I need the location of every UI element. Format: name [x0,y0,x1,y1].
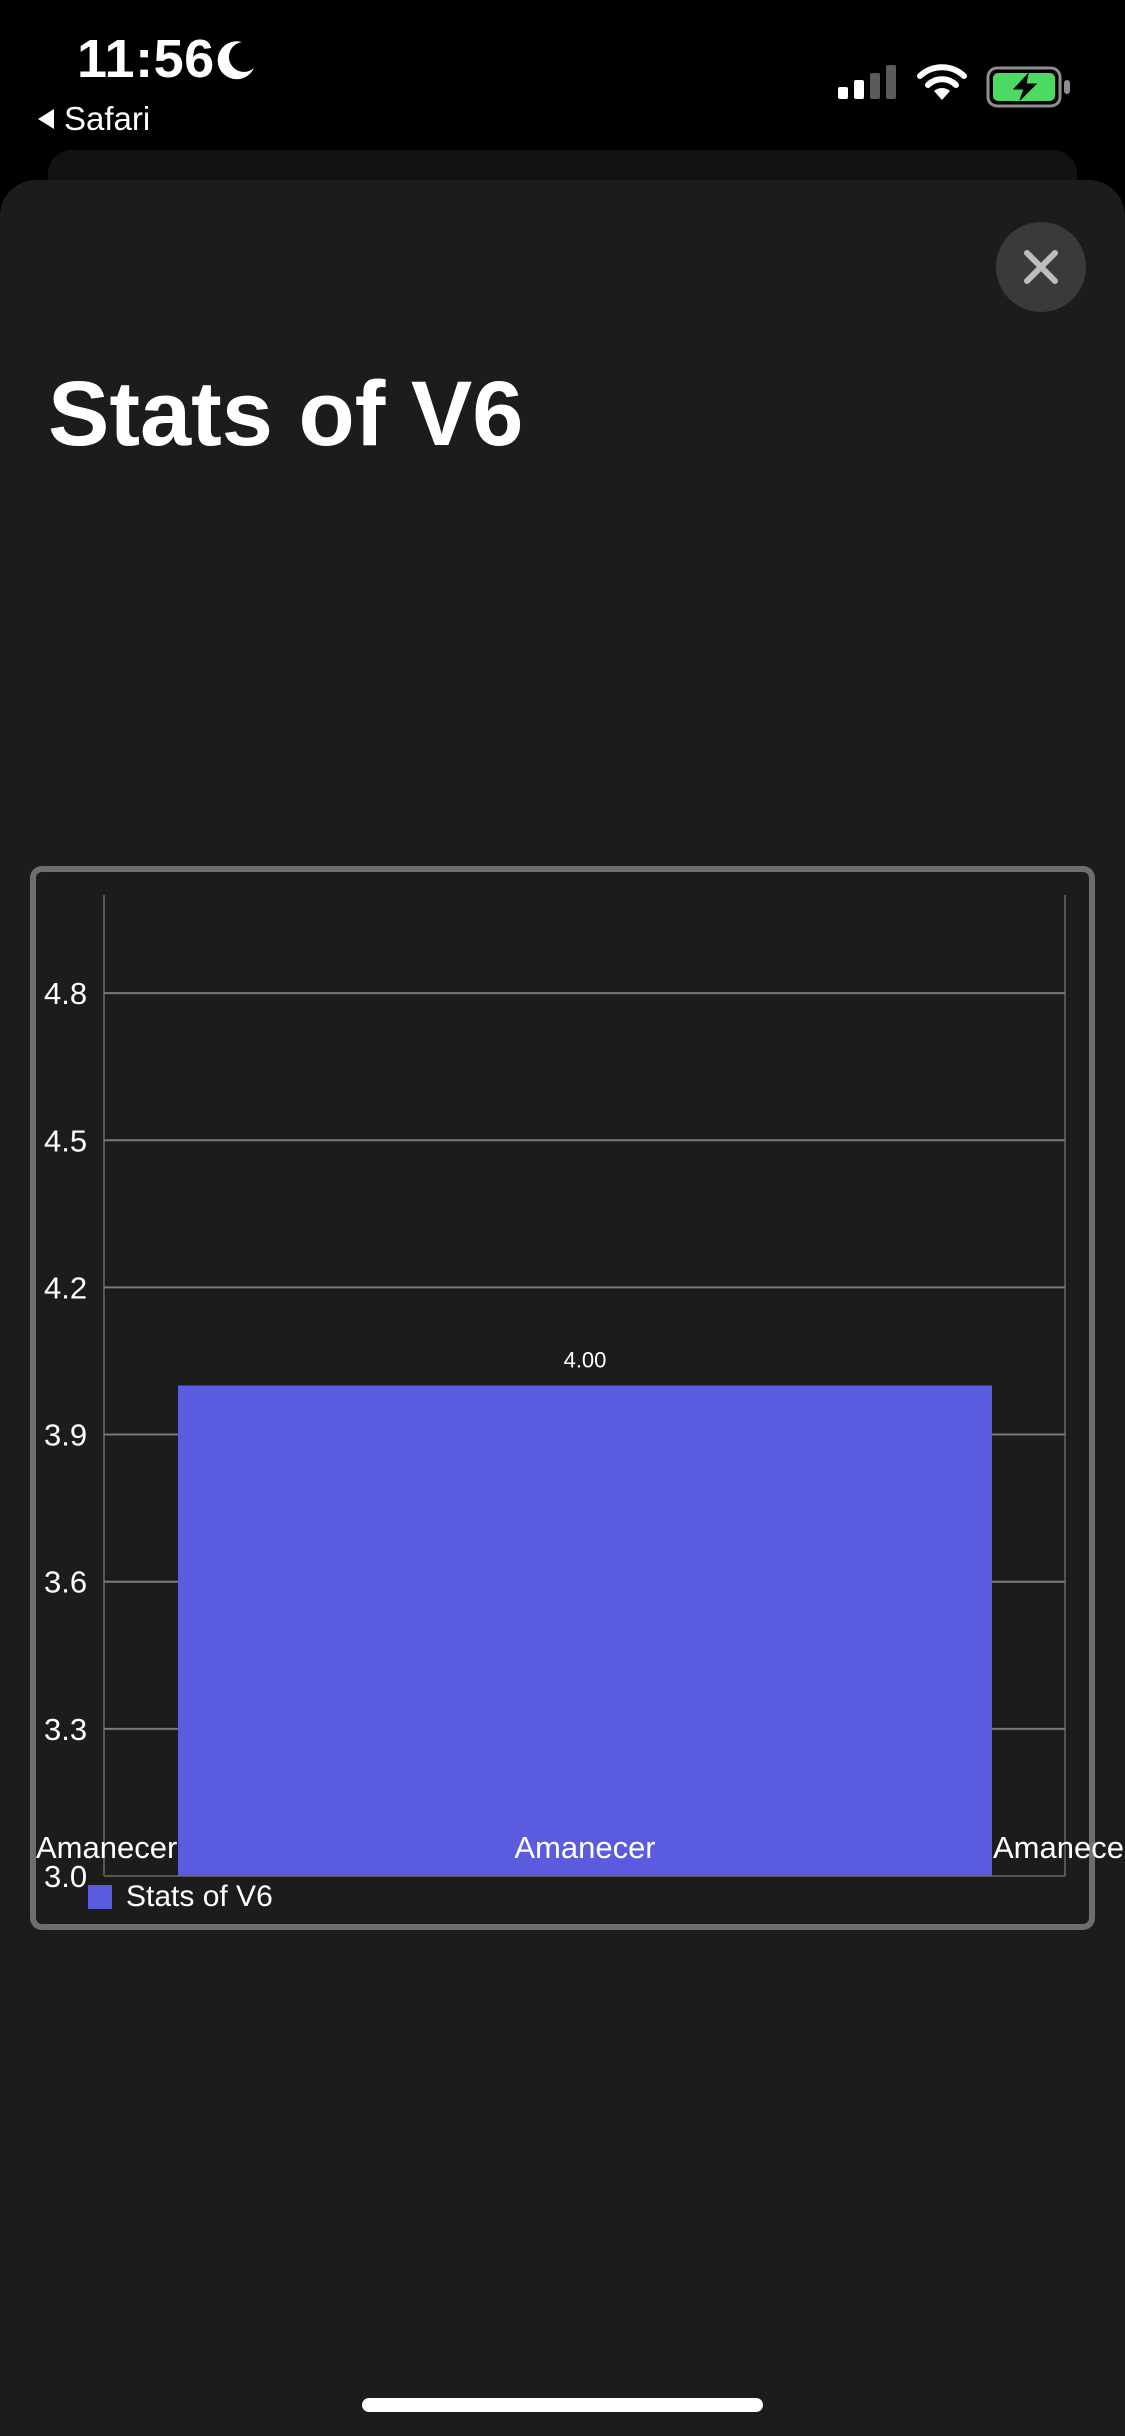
close-button[interactable] [996,222,1086,312]
signal-icon [838,65,896,99]
y-tick-label: 3.3 [44,1712,87,1747]
back-to-safari[interactable]: Safari [38,100,150,138]
back-to-safari-label: Safari [64,100,151,137]
x-tick-label: Amanecer [36,1830,177,1865]
wifi-icon [917,64,967,100]
battery-charging-icon [986,66,1070,108]
back-triangle-icon [38,109,54,129]
x-tick-label: Amanecer [514,1830,655,1865]
page-title: Stats of V6 [48,363,524,465]
legend-label: Stats of V6 [126,1880,273,1913]
status-time: 11:56 [77,29,215,89]
y-tick-label: 3.9 [44,1418,87,1453]
chart-legend: Stats of V6 [88,1880,273,1914]
bar-value-label: 4.00 [564,1348,607,1373]
y-tick-label: 4.5 [44,1123,87,1158]
status-bar: 11:56 Safari [0,0,1125,150]
x-tick-label: Amanecer [993,1830,1125,1865]
y-tick-label: 4.2 [44,1270,87,1305]
close-icon [1024,250,1058,284]
bar [178,1385,992,1876]
legend-swatch [88,1885,112,1909]
home-indicator[interactable] [362,2398,763,2412]
y-tick-label: 3.0 [44,1859,87,1894]
y-tick-label: 3.6 [44,1565,87,1600]
y-tick-label: 4.8 [44,976,87,1011]
bar-chart: 3.0 3.3 3.6 3.9 4.2 4.5 4.8 4.00 Amanecer Amanece… [36,895,1125,1894]
moon-icon [217,41,254,80]
